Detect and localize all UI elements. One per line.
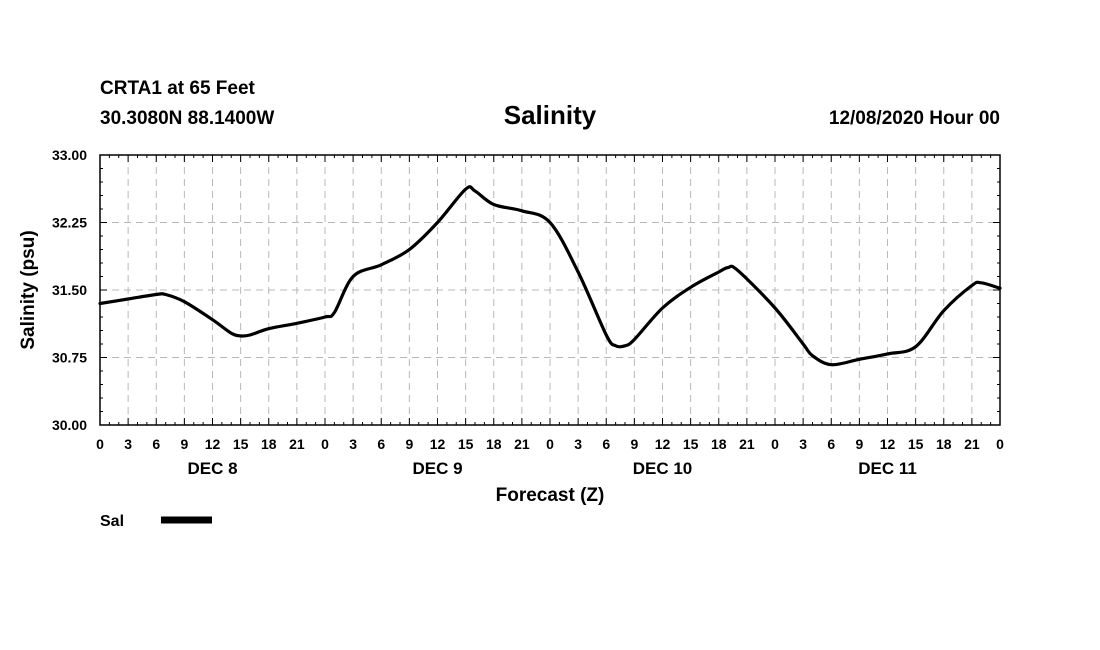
x-tick-label: 0 [96, 436, 104, 452]
plot-frame [99, 154, 1001, 426]
x-tick-label: 15 [233, 436, 249, 452]
legend: Sal [100, 513, 212, 530]
y-tick-label: 30.00 [52, 417, 87, 433]
x-tick-label: 15 [458, 436, 474, 452]
x-tick-label: 6 [602, 436, 610, 452]
x-tick-label: 3 [124, 436, 132, 452]
day-label: DEC 8 [187, 459, 237, 478]
x-tick-labels: 0 3 6 9 12 15 18 21 0 3 6 9 12 15 18 21 0 3 6 9 12 15 18 21 0 3 6 9… [96, 436, 1004, 452]
series-line-sal [98, 185, 1002, 367]
y-tick-label: 33.00 [52, 147, 87, 163]
x-tick-label: 12 [880, 436, 896, 452]
x-tick-label: 18 [486, 436, 502, 452]
day-labels: DEC 8 DEC 9 DEC 10 DEC 11 [187, 459, 916, 478]
x-tick-label: 6 [827, 436, 835, 452]
y-axis-label: Salinity (psu) [18, 230, 39, 349]
station-label: CRTA1 at 65 Feet [100, 78, 256, 99]
x-axis-label: Forecast (Z) [496, 485, 605, 506]
x-tick-label: 9 [855, 436, 863, 452]
x-tick-label: 12 [205, 436, 221, 452]
day-label: DEC 9 [412, 459, 462, 478]
x-tick-label: 6 [152, 436, 160, 452]
day-label: DEC 11 [858, 459, 917, 478]
grid-lines [100, 155, 1000, 425]
x-tick-label: 9 [630, 436, 638, 452]
x-tick-label: 6 [377, 436, 385, 452]
x-tick-label: 21 [739, 436, 755, 452]
x-tick-label: 15 [908, 436, 924, 452]
x-tick-label: 3 [799, 436, 807, 452]
x-tick-label: 0 [771, 436, 779, 452]
x-tick-label: 18 [936, 436, 952, 452]
x-tick-label: 0 [996, 436, 1004, 452]
x-tick-label: 12 [655, 436, 671, 452]
x-tick-label: 3 [574, 436, 582, 452]
y-tick-label: 32.25 [52, 215, 87, 231]
x-tick-label: 15 [683, 436, 699, 452]
x-tick-label: 21 [514, 436, 530, 452]
x-tick-label: 9 [180, 436, 188, 452]
coords-label: 30.3080N 88.1400W [100, 108, 274, 129]
y-tick-labels: 30.00 30.75 31.50 32.25 33.00 [52, 147, 87, 433]
series-layer [98, 185, 1002, 367]
x-tick-label: 0 [321, 436, 329, 452]
x-tick-label: 21 [289, 436, 305, 452]
x-tick-label: 12 [430, 436, 446, 452]
y-tick-label: 31.50 [52, 282, 87, 298]
x-tick-label: 9 [405, 436, 413, 452]
x-tick-label: 18 [711, 436, 727, 452]
x-tick-label: 0 [546, 436, 554, 452]
x-tick-label: 3 [349, 436, 357, 452]
x-tick-label: 18 [261, 436, 277, 452]
legend-label: Sal [100, 513, 124, 530]
datetime-label: 12/08/2020 Hour 00 [829, 108, 1000, 129]
x-tick-label: 21 [964, 436, 980, 452]
chart-title: Salinity [504, 100, 597, 130]
day-label: DEC 10 [633, 459, 693, 478]
y-tick-label: 30.75 [52, 350, 87, 366]
